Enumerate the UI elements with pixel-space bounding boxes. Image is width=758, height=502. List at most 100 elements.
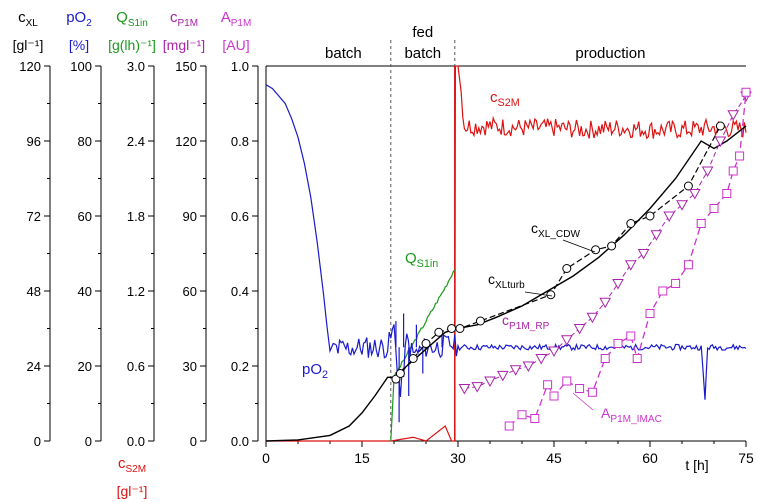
label-cXL_CDW-sub: XL_CDW: [538, 229, 580, 240]
label-cXLturb-sub: XLturb: [495, 280, 525, 291]
series-AP1M_IMAC-point: [658, 286, 668, 296]
series-cP1M_RP-point: [624, 260, 637, 271]
tick-label-ap1m: 0.4: [231, 284, 249, 299]
leader-AP1M_IMAC: [572, 392, 594, 411]
axis-title-sub: P1M: [177, 18, 198, 29]
series-cP1M_RP-point: [573, 324, 586, 335]
phase-label-fed: fed: [412, 24, 433, 41]
axis-title-sub: XL: [26, 18, 39, 29]
tick-label-cp1m: 120: [175, 134, 197, 149]
tick-label-po2: 0: [85, 434, 92, 449]
series-AP1M_IMAC-point: [671, 279, 681, 288]
left-axes-group: 024487296120cXL[gl⁻¹]020406080100pO2[%]0…: [13, 9, 259, 499]
tick-label-po2: 100: [70, 59, 92, 74]
tick-label-cp1m: 0: [190, 434, 197, 449]
series-AP1M_IMAC-point: [735, 151, 745, 161]
tick-label-qs: 2.4: [127, 134, 145, 149]
series-AP1M_IMAC-point: [645, 309, 655, 318]
axis-title-sub: P1M: [231, 18, 252, 29]
axis-po2: 0 20 40 60 80 100 pO2 [%]: [66, 9, 102, 449]
label-cXLturb-main: c: [488, 271, 495, 287]
series-cP1M_RP-point: [727, 110, 740, 121]
series-cXL_CDW-point: [562, 264, 572, 273]
axis-title-main: A: [221, 9, 231, 26]
axis-title-main: pO: [66, 9, 86, 26]
series-cXL_CDW-point: [546, 290, 556, 300]
series-cP1M_RP-point: [471, 382, 484, 393]
series-pO2-line: [265, 84, 747, 400]
series-cXLturb-line: [265, 125, 747, 442]
series-AP1M_IMAC-point: [587, 387, 597, 397]
x-tick-label: 30: [450, 450, 466, 466]
tick-label-po2: 60: [78, 209, 92, 224]
series-cP1M_RP-point: [714, 136, 727, 148]
axis-bottom-title-sub: S2M: [125, 464, 146, 475]
tick-label-ap1m: 1.0: [231, 59, 249, 74]
series-AP1M_IMAC-point: [728, 166, 738, 176]
label-QS1in-main: Q: [405, 250, 417, 267]
series-cXL_CDW-point: [434, 327, 444, 337]
series-AP1M_IMAC-point: [683, 260, 693, 270]
x-tick-label: 45: [546, 450, 562, 466]
series-AP1M_IMAC-point: [722, 189, 732, 198]
label-cP1M_RP: cP1M_RP: [502, 312, 550, 332]
tick-label-po2: 40: [78, 284, 92, 299]
tick-label-cxl: 0: [34, 434, 41, 449]
label-AP1M_IMAC-sub: P1M_IMAC: [610, 414, 662, 425]
label-cP1M_RP-main: c: [502, 312, 509, 328]
series-AP1M_IMAC-point: [549, 391, 559, 401]
tick-label-cxl: 24: [27, 359, 41, 374]
series-QS1in-line: [390, 269, 456, 442]
x-tick-label: 15: [354, 450, 370, 466]
axis-bottom-title-qs: cS2M: [118, 455, 146, 475]
series-cP1M_RP-point: [663, 211, 676, 223]
label-cXL_CDW: cXL_CDW: [531, 220, 580, 240]
series-cP1M_RP-point: [650, 230, 663, 241]
series-AP1M_IMAC-point: [562, 376, 572, 386]
series-AP1M_IMAC-point: [600, 354, 610, 363]
tick-label-qs: 1.8: [127, 209, 145, 224]
tick-label-qs: 0.0: [127, 434, 145, 449]
series-cXL_CDW-line: [395, 125, 721, 380]
series-AP1M_IMAC-point: [517, 410, 527, 420]
tick-label-cxl: 96: [27, 134, 41, 149]
axis-title-main: Q: [116, 9, 128, 26]
series-AP1M_IMAC-point: [613, 339, 623, 348]
tick-label-ap1m: 0.0: [231, 434, 249, 449]
axis-qs: 0.0 0.6 1.2 1.8 2.4 3.0 QS1in [g(lh)⁻¹] cS2M [gl⁻…: [108, 9, 156, 499]
series-cXL_CDW-point: [475, 316, 485, 326]
tick-label-cp1m: 30: [183, 359, 197, 374]
axis-title-cp1m: cP1M: [170, 9, 198, 29]
series-AP1M_IMAC-point: [504, 421, 514, 431]
series-cXL_CDW-point: [408, 354, 418, 363]
phase-label-production: production: [575, 45, 645, 62]
series-cP1M_RP-point: [701, 166, 714, 178]
axis-cp1m: 0 30 60 90 120 150 cP1M [mgl⁻¹]: [163, 9, 207, 449]
series-cXL_CDW-point: [395, 369, 405, 378]
label-AP1M_IMAC: AP1M_IMAC: [601, 405, 662, 425]
label-pO2-sub: 2: [322, 369, 328, 381]
series-cXL_CDW-point: [645, 211, 655, 221]
tick-label-qs: 3.0: [127, 59, 145, 74]
series-layer: [265, 65, 752, 442]
series-cP1M_RP-point: [560, 335, 573, 346]
label-pO2: pO2: [302, 361, 328, 381]
series-AP1M_IMAC-point: [709, 204, 719, 213]
series-cP1M_RP-point: [458, 384, 471, 395]
axis-title-sub: S1in: [128, 18, 148, 29]
x-tick-label: 75: [738, 450, 754, 466]
axis-title-ap1m: AP1M: [221, 9, 252, 29]
series-AP1M_IMAC-point: [632, 354, 642, 363]
series-AP1M_IMAC-point: [741, 87, 751, 97]
axis-unit-po2: [%]: [69, 37, 89, 53]
series-cP1M_RP-point: [676, 200, 688, 211]
series-cP1M_RP-point: [496, 370, 509, 382]
label-AP1M_IMAC-main: A: [601, 405, 611, 421]
axis-title-main: c: [18, 9, 26, 26]
leader-cXL_CDW: [562, 239, 596, 253]
series-cP1M_RP-point: [612, 279, 624, 290]
series-AP1M_IMAC-point: [696, 219, 706, 228]
label-cS2M-sub: S2M: [498, 97, 520, 109]
phase-label-batch2: batch: [404, 45, 441, 62]
